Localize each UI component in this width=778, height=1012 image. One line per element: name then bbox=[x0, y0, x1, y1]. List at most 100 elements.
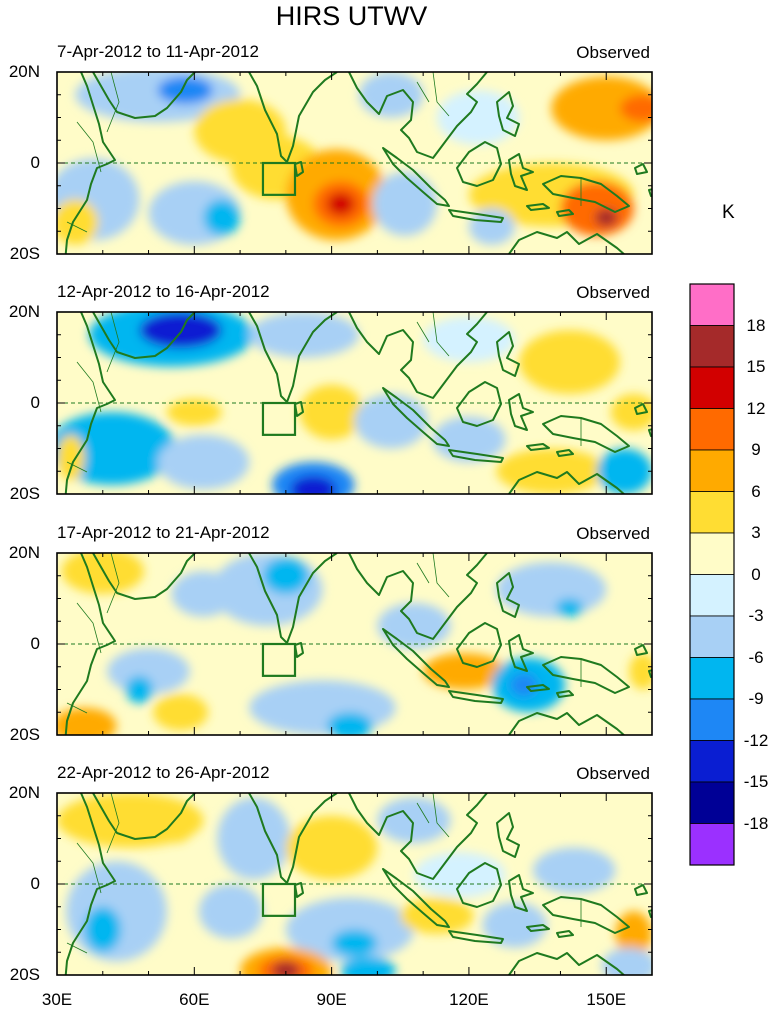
colorbar-swatch-1 bbox=[689, 283, 735, 326]
map-panel-2 bbox=[56, 311, 653, 495]
colorbar-label: -9 bbox=[748, 689, 764, 708]
anomaly-cell-4-5 bbox=[377, 797, 451, 844]
anomaly-cell-2-8 bbox=[166, 398, 222, 426]
anomaly-cell-4-13 bbox=[272, 961, 300, 975]
anomaly-cell-2-16 bbox=[57, 434, 85, 481]
lon-tick-label: 90E bbox=[316, 990, 347, 1009]
anomaly-cell-3-4 bbox=[171, 571, 236, 617]
lat-tick-label: 0 bbox=[30, 153, 40, 172]
anomaly-cell-4-7 bbox=[84, 906, 122, 953]
anomaly-cell-2-2 bbox=[139, 312, 222, 349]
anomaly-field bbox=[57, 793, 652, 975]
panel-date-range: 7-Apr-2012 to 11-Apr-2012 bbox=[57, 42, 259, 61]
anomaly-cell-4-14 bbox=[400, 897, 474, 935]
lat-tick-label: 0 bbox=[30, 393, 40, 412]
colorbar-swatch-13 bbox=[689, 781, 735, 824]
anomaly-cell-4-8 bbox=[198, 884, 263, 939]
colorbar-swatch-7 bbox=[689, 532, 735, 575]
anomaly-cell-4-17 bbox=[533, 847, 616, 894]
anomaly-cell-4-19 bbox=[601, 947, 652, 975]
anomaly-cell-3-16 bbox=[629, 653, 652, 690]
anomaly-cell-4-16 bbox=[414, 852, 506, 898]
lat-tick-label: 20S bbox=[9, 244, 40, 263]
region-box bbox=[261, 882, 297, 917]
colorbar-swatch-10 bbox=[689, 657, 735, 700]
colorbar-swatch-4 bbox=[689, 408, 735, 451]
figure-title: HIRS UTWV bbox=[275, 1, 428, 31]
anomaly-cell-3-1 bbox=[61, 553, 144, 594]
colorbar-swatch-5 bbox=[689, 449, 735, 492]
anomaly-cell-3-17 bbox=[125, 675, 154, 704]
map-panel-3 bbox=[56, 552, 653, 736]
lon-tick-label: 150E bbox=[586, 990, 627, 1009]
colorbar-frame bbox=[689, 283, 735, 866]
map-panel-4 bbox=[56, 792, 653, 976]
colorbar-swatch-12 bbox=[689, 740, 735, 783]
colorbar-label: 12 bbox=[746, 398, 766, 418]
anomaly-cell-3-7 bbox=[327, 712, 373, 735]
anomaly-cell-1-3 bbox=[157, 76, 213, 104]
anomaly-cell-4-2 bbox=[157, 806, 195, 844]
panel-date-range: 17-Apr-2012 to 21-Apr-2012 bbox=[57, 523, 270, 542]
colorbar-unit-label: K bbox=[722, 202, 735, 223]
anomaly-cell-2-17 bbox=[423, 316, 515, 363]
anomaly-cell-1-17 bbox=[551, 76, 652, 141]
anomaly-cell-2-15 bbox=[610, 393, 652, 431]
colorbar-swatch-14 bbox=[689, 823, 735, 866]
anomaly-cell-1-11 bbox=[372, 172, 437, 236]
anomaly-cell-1-16 bbox=[594, 208, 618, 227]
anomaly-field bbox=[57, 72, 652, 254]
panel-observed-tag: Observed bbox=[576, 283, 650, 302]
panel-date-range: 22-Apr-2012 to 26-Apr-2012 bbox=[57, 763, 270, 782]
region-box bbox=[261, 161, 297, 196]
anomaly-cell-4-6 bbox=[66, 861, 167, 962]
lat-tick-label: 20N bbox=[8, 62, 40, 81]
lat-tick-label: 0 bbox=[30, 634, 40, 653]
colorbar-label: 3 bbox=[751, 523, 761, 542]
anomaly-cell-2-12 bbox=[519, 330, 620, 394]
colorbar-swatch-11 bbox=[689, 698, 735, 741]
anomaly-cell-1-13 bbox=[436, 90, 520, 145]
colorbar-swatch-3 bbox=[689, 366, 735, 409]
anomaly-cell-3-12 bbox=[510, 673, 538, 697]
lat-tick-label: 20S bbox=[9, 484, 40, 503]
colorbar-swatch-9 bbox=[689, 615, 735, 658]
colorbar-label: -15 bbox=[743, 772, 769, 791]
panel-observed-tag: Observed bbox=[576, 764, 650, 783]
lat-tick-label: 20S bbox=[9, 725, 40, 744]
colorbar-swatch-8 bbox=[689, 574, 735, 617]
anomaly-cell-4-3 bbox=[217, 797, 291, 880]
anomaly-cell-4-15 bbox=[482, 902, 547, 948]
anomaly-cell-3-3 bbox=[262, 557, 309, 594]
colorbar-label: -12 bbox=[743, 730, 769, 750]
anomaly-cell-2-7 bbox=[290, 475, 337, 494]
lat-tick-label: 20N bbox=[8, 543, 40, 562]
anomaly-cell-2-3 bbox=[249, 312, 360, 358]
anomaly-cell-3-8 bbox=[57, 707, 117, 735]
lon-tick-label: 30E bbox=[41, 990, 73, 1009]
panel-date-range: 12-Apr-2012 to 16-Apr-2012 bbox=[57, 282, 270, 301]
colorbar-label: 6 bbox=[751, 481, 761, 501]
region-box bbox=[261, 642, 297, 677]
anomaly-cell-2-5 bbox=[157, 434, 250, 490]
lon-tick-label: 60E bbox=[179, 990, 210, 1009]
lat-tick-label: 20S bbox=[9, 965, 40, 984]
colorbar-label: 9 bbox=[751, 440, 761, 459]
anomaly-cell-1-5 bbox=[203, 199, 241, 236]
anomaly-cell-2-9 bbox=[299, 384, 364, 440]
anomaly-cell-3-9 bbox=[153, 694, 209, 731]
colorbar-label: 18 bbox=[746, 315, 766, 335]
anomaly-cell-1-10 bbox=[327, 192, 355, 216]
anomaly-cell-1-19 bbox=[57, 199, 99, 245]
anomaly-field bbox=[57, 553, 652, 735]
colorbar-swatch-6 bbox=[689, 491, 735, 534]
colorbar-label: -6 bbox=[748, 647, 764, 667]
panel-observed-tag: Observed bbox=[576, 524, 650, 543]
anomaly-cell-4-10 bbox=[331, 929, 378, 957]
anomaly-cell-3-14 bbox=[555, 598, 584, 617]
lat-tick-label: 20N bbox=[8, 783, 40, 802]
anomaly-cell-1-18 bbox=[619, 94, 652, 123]
colorbar-label: -3 bbox=[748, 606, 764, 625]
region-box bbox=[261, 401, 297, 436]
